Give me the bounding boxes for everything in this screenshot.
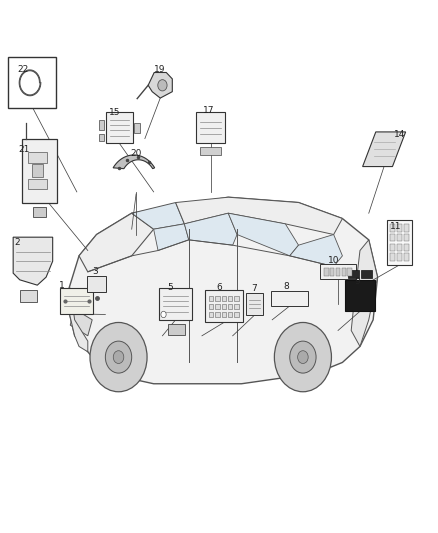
- Bar: [360, 270, 371, 278]
- Circle shape: [161, 311, 166, 318]
- Text: 6: 6: [216, 284, 222, 292]
- Bar: [347, 270, 358, 278]
- Circle shape: [90, 322, 147, 392]
- Polygon shape: [362, 132, 405, 166]
- Text: 7: 7: [251, 285, 256, 293]
- Bar: [134, 123, 139, 133]
- Bar: [346, 268, 351, 276]
- Bar: [204, 290, 243, 322]
- Polygon shape: [184, 213, 237, 245]
- Bar: [396, 224, 401, 231]
- Bar: [33, 207, 46, 217]
- Bar: [396, 244, 401, 251]
- Bar: [196, 112, 224, 143]
- Bar: [234, 296, 238, 301]
- Text: 14: 14: [393, 130, 405, 139]
- Bar: [403, 234, 408, 241]
- Polygon shape: [13, 237, 53, 285]
- Bar: [208, 296, 213, 301]
- Bar: [245, 293, 263, 315]
- Bar: [341, 268, 345, 276]
- Bar: [227, 296, 232, 301]
- Bar: [221, 296, 226, 301]
- Bar: [215, 304, 219, 309]
- Bar: [396, 254, 401, 261]
- Bar: [215, 296, 219, 301]
- Polygon shape: [350, 240, 377, 346]
- Text: 10: 10: [328, 256, 339, 264]
- Bar: [319, 264, 355, 279]
- Polygon shape: [113, 155, 154, 168]
- Bar: [28, 179, 47, 189]
- Bar: [389, 244, 394, 251]
- Circle shape: [105, 341, 131, 373]
- Bar: [8, 58, 56, 108]
- Bar: [335, 268, 339, 276]
- Bar: [227, 304, 232, 309]
- Bar: [32, 164, 43, 177]
- Text: 17: 17: [202, 107, 214, 115]
- Polygon shape: [175, 197, 342, 235]
- Text: 20: 20: [131, 149, 142, 158]
- Bar: [234, 312, 238, 317]
- Circle shape: [157, 79, 167, 91]
- Text: 15: 15: [109, 109, 120, 117]
- Polygon shape: [148, 72, 172, 98]
- Polygon shape: [66, 197, 377, 384]
- Bar: [215, 312, 219, 317]
- Polygon shape: [289, 235, 342, 266]
- Text: 3: 3: [92, 268, 98, 276]
- Text: 1: 1: [59, 281, 65, 289]
- Text: 2: 2: [14, 238, 20, 247]
- Bar: [99, 134, 104, 141]
- Bar: [389, 224, 394, 231]
- Text: 5: 5: [167, 284, 173, 292]
- Text: 22: 22: [18, 65, 29, 74]
- Bar: [329, 268, 334, 276]
- Polygon shape: [228, 213, 298, 256]
- Bar: [167, 324, 185, 335]
- Text: 21: 21: [18, 145, 30, 154]
- Bar: [403, 224, 408, 231]
- Bar: [227, 312, 232, 317]
- Bar: [234, 304, 238, 309]
- Bar: [28, 152, 47, 163]
- Bar: [159, 288, 192, 320]
- Bar: [22, 139, 57, 203]
- Text: 9: 9: [354, 277, 360, 286]
- Bar: [389, 234, 394, 241]
- Polygon shape: [131, 203, 184, 229]
- Circle shape: [297, 351, 307, 364]
- Text: 8: 8: [283, 282, 289, 291]
- Polygon shape: [70, 309, 92, 336]
- Bar: [208, 312, 213, 317]
- Polygon shape: [79, 213, 153, 272]
- Bar: [200, 147, 221, 155]
- Bar: [344, 280, 374, 311]
- Bar: [87, 276, 106, 292]
- Bar: [324, 268, 328, 276]
- Polygon shape: [153, 224, 188, 251]
- Bar: [99, 120, 104, 130]
- Bar: [20, 290, 37, 302]
- Bar: [221, 304, 226, 309]
- Bar: [396, 234, 401, 241]
- Circle shape: [113, 351, 124, 364]
- Bar: [60, 288, 93, 314]
- Bar: [221, 312, 226, 317]
- Bar: [386, 220, 411, 265]
- Text: 11: 11: [389, 222, 400, 231]
- Bar: [106, 112, 132, 143]
- Polygon shape: [66, 288, 88, 352]
- Bar: [208, 304, 213, 309]
- Circle shape: [274, 322, 331, 392]
- Bar: [403, 254, 408, 261]
- Circle shape: [289, 341, 315, 373]
- Bar: [389, 254, 394, 261]
- Bar: [271, 291, 307, 306]
- Bar: [403, 244, 408, 251]
- Text: 19: 19: [153, 65, 165, 74]
